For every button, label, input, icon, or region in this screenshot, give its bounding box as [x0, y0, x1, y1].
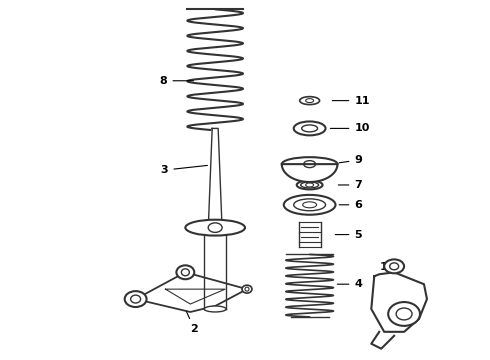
Text: 3: 3	[161, 165, 207, 175]
Polygon shape	[299, 222, 320, 227]
Text: 9: 9	[339, 155, 362, 165]
Text: 5: 5	[335, 230, 362, 239]
Ellipse shape	[388, 302, 420, 326]
Ellipse shape	[297, 180, 322, 189]
Polygon shape	[204, 234, 226, 309]
Text: 10: 10	[330, 123, 370, 134]
Text: 8: 8	[160, 76, 194, 86]
Polygon shape	[299, 242, 320, 247]
Text: 4: 4	[337, 279, 362, 289]
Text: 6: 6	[339, 200, 362, 210]
Ellipse shape	[294, 121, 325, 135]
Ellipse shape	[282, 157, 338, 171]
Ellipse shape	[242, 285, 252, 293]
Ellipse shape	[185, 220, 245, 235]
Text: 1: 1	[379, 262, 394, 272]
Ellipse shape	[124, 291, 147, 307]
Ellipse shape	[300, 96, 319, 105]
Polygon shape	[371, 272, 427, 332]
Polygon shape	[301, 227, 318, 232]
Polygon shape	[282, 164, 338, 182]
Text: 11: 11	[332, 96, 370, 105]
Ellipse shape	[384, 260, 404, 273]
Ellipse shape	[204, 306, 226, 312]
Text: 2: 2	[187, 311, 198, 334]
Ellipse shape	[176, 265, 195, 279]
Polygon shape	[301, 237, 318, 242]
Text: 7: 7	[338, 180, 362, 190]
Ellipse shape	[284, 195, 336, 215]
Polygon shape	[208, 129, 222, 230]
Polygon shape	[299, 232, 320, 237]
